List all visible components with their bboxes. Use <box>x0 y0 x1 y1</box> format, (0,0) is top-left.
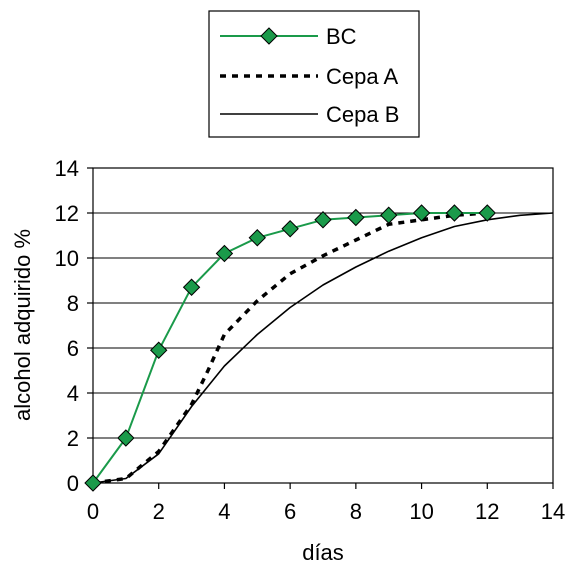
marker-bc-7 <box>314 211 332 229</box>
x-tick-label-4: 4 <box>218 499 230 524</box>
y-tick-label-0: 0 <box>67 471 79 496</box>
y-tick-label-12: 12 <box>55 201 79 226</box>
x-tick-label-12: 12 <box>475 499 499 524</box>
x-tick-label-2: 2 <box>153 499 165 524</box>
legend: BC Cepa A Cepa B <box>208 10 420 138</box>
marker-bc-5 <box>248 229 266 247</box>
y-tick-label-2: 2 <box>67 426 79 451</box>
y-tick-label-14: 14 <box>55 156 79 181</box>
x-axis-ticks: 0 2 4 6 8 10 12 14 <box>87 483 565 524</box>
marker-bc-12 <box>478 204 496 222</box>
marker-bc-3 <box>182 278 201 296</box>
x-tick-label-6: 6 <box>284 499 296 524</box>
plot-frame <box>92 167 554 484</box>
legend-marker-bc <box>260 27 278 45</box>
legend-box <box>208 10 420 138</box>
marker-bc-0 <box>84 474 102 492</box>
marker-bc-1 <box>117 429 135 447</box>
series-layer <box>84 204 554 492</box>
marker-bc-11 <box>445 204 464 222</box>
y-tick-label-10: 10 <box>55 246 79 271</box>
marker-bc-2 <box>150 341 168 359</box>
y-tick-label-8: 8 <box>67 291 79 316</box>
marker-bc-10 <box>412 204 431 222</box>
marker-bc-8 <box>347 208 365 227</box>
y-axis-ticks: 0 2 4 6 8 10 12 14 <box>55 156 93 496</box>
series-line-cepa-b <box>92 212 554 484</box>
marker-bc-6 <box>281 220 299 238</box>
x-axis-title: días <box>302 540 344 565</box>
x-tick-label-10: 10 <box>409 499 433 524</box>
y-tick-label-6: 6 <box>67 336 79 361</box>
marker-bc-9 <box>380 206 398 224</box>
legend-label-cepa-a: Cepa A <box>326 64 398 89</box>
x-tick-label-8: 8 <box>350 499 362 524</box>
y-axis-title: alcohol adquirido % <box>10 229 35 421</box>
legend-label-bc: BC <box>326 24 357 49</box>
axes <box>92 167 554 484</box>
x-tick-label-14: 14 <box>541 499 565 524</box>
y-tick-label-4: 4 <box>67 381 79 406</box>
x-tick-label-0: 0 <box>87 499 99 524</box>
gridlines <box>93 212 553 439</box>
marker-bc-4 <box>215 244 234 263</box>
legend-label-cepa-b: Cepa B <box>326 102 399 127</box>
series-line-cepa-a <box>92 211 488 485</box>
